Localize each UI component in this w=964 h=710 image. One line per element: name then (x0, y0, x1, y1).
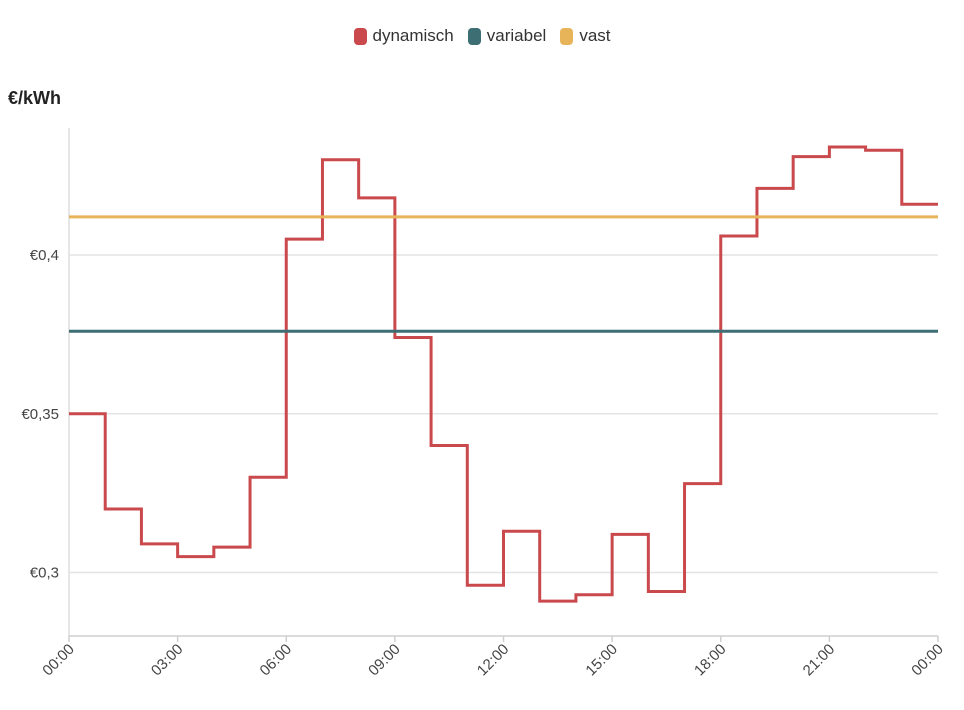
legend-label: dynamisch (372, 26, 454, 45)
x-tick-label: 12:00 (474, 641, 513, 680)
x-tick-label: 00:00 (39, 641, 78, 680)
legend-swatch (353, 27, 367, 45)
legend-label: variabel (486, 26, 547, 45)
y-axis-unit-label: €/kWh (8, 88, 62, 108)
x-tick-label: 06:00 (257, 641, 296, 680)
legend-item-dynamisch[interactable]: dynamisch (353, 26, 454, 46)
y-tick-label: €0,3 (30, 565, 59, 582)
x-tick-label: 15:00 (582, 641, 621, 680)
legend-item-variabel[interactable]: variabel (467, 26, 547, 46)
legend-item-vast[interactable]: vast (560, 26, 611, 46)
x-tick-label: 09:00 (365, 641, 404, 680)
y-tick-label: €0,4 (30, 247, 59, 264)
x-tick-label: 00:00 (908, 641, 947, 680)
x-tick-label: 21:00 (800, 641, 839, 680)
x-tick-label: 18:00 (691, 641, 730, 680)
legend-label: vast (579, 26, 611, 45)
series-line-dynamisch (69, 145, 938, 603)
legend-swatch (467, 27, 481, 45)
y-tick-label: €0,35 (21, 406, 59, 423)
x-tick-label: 03:00 (148, 641, 187, 680)
chart-legend: dynamisch variabel vast (0, 26, 964, 46)
legend-swatch (560, 27, 574, 45)
